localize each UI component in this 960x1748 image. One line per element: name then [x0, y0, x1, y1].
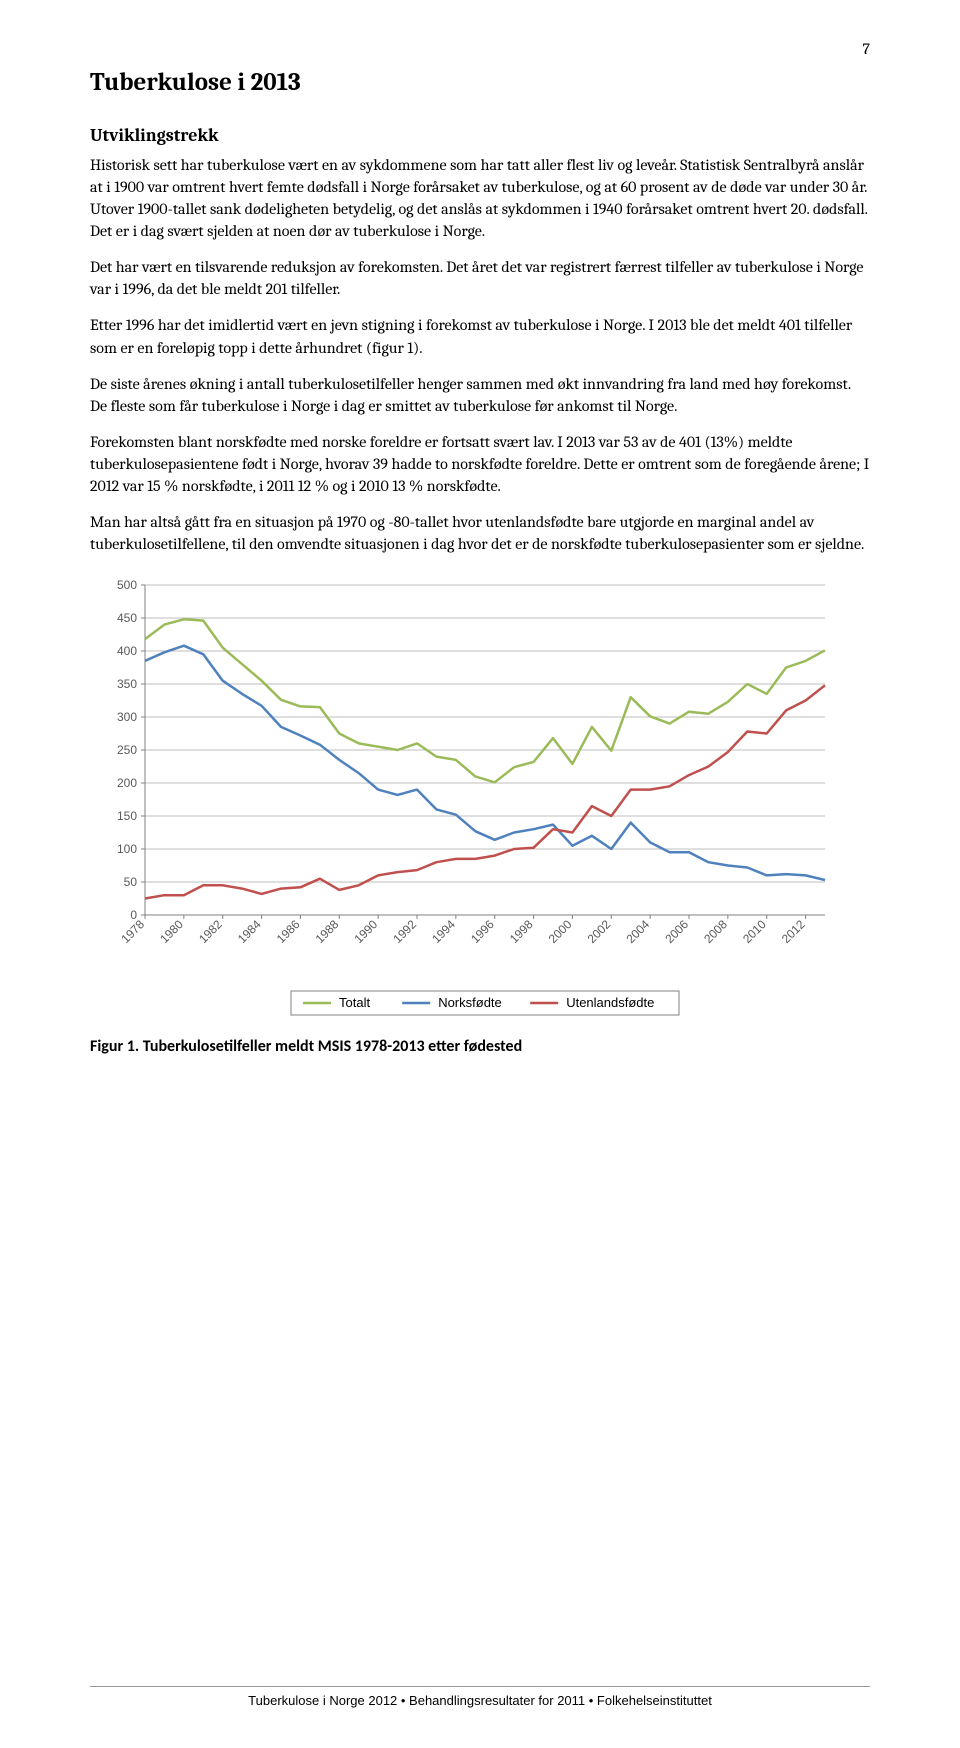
svg-text:Utenlandsfødte: Utenlandsfødte	[566, 995, 654, 1010]
svg-text:100: 100	[117, 842, 137, 856]
svg-text:200: 200	[117, 776, 137, 790]
svg-text:Totalt: Totalt	[339, 995, 370, 1010]
page-number: 7	[862, 40, 870, 58]
section-heading: Utviklingstrekk	[90, 125, 870, 146]
page-title: Tuberkulose i 2013	[90, 68, 870, 97]
svg-text:300: 300	[117, 710, 137, 724]
body-paragraph: Forekomsten blant norskfødte med norske …	[90, 431, 870, 497]
body-paragraph: Det har vært en tilsvarende reduksjon av…	[90, 256, 870, 300]
tuberculosis-chart: 0501001502002503003504004505001978198019…	[90, 573, 870, 1023]
svg-text:250: 250	[117, 743, 137, 757]
body-paragraph: Etter 1996 har det imidlertid vært en je…	[90, 314, 870, 358]
svg-text:450: 450	[117, 611, 137, 625]
body-paragraph: Man har altså gått fra en situasjon på 1…	[90, 511, 870, 555]
page-footer: Tuberkulose i Norge 2012 • Behandlingsre…	[90, 1686, 870, 1708]
svg-text:400: 400	[117, 644, 137, 658]
svg-text:350: 350	[117, 677, 137, 691]
svg-text:Norksfødte: Norksfødte	[438, 995, 502, 1010]
svg-text:150: 150	[117, 809, 137, 823]
svg-text:500: 500	[117, 578, 137, 592]
body-paragraph: Historisk sett har tuberkulose vært en a…	[90, 154, 870, 242]
body-paragraph: De siste årenes økning i antall tuberkul…	[90, 373, 870, 417]
figure-caption: Figur 1. Tuberkulosetilfeller meldt MSIS…	[90, 1037, 870, 1056]
chart-svg: 0501001502002503003504004505001978198019…	[90, 573, 860, 1023]
svg-text:50: 50	[124, 875, 138, 889]
